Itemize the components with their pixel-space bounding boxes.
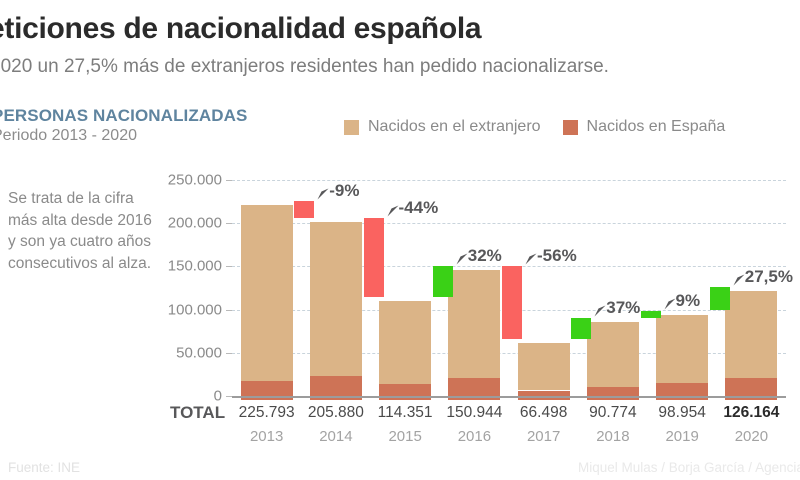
pct-change-label-2020: 27,5% (744, 266, 793, 286)
y-axis-tick-mark (226, 309, 232, 311)
page-subtitle: 2020 un 27,5% más de extranjeros residen… (0, 56, 609, 77)
delta-bar-2019-2020[interactable] (709, 286, 730, 311)
pct-change-label-2016: 32% (467, 245, 502, 265)
delta-bar-2016-2017[interactable] (502, 265, 522, 339)
bar-segment-spain-born (656, 382, 709, 400)
total-value-2013: 225.793 (238, 404, 295, 421)
bar-2019[interactable] (656, 314, 709, 400)
bar-segment-foreign-born (379, 301, 432, 384)
total-value-2020: 126.164 (723, 404, 780, 421)
total-value-2019: 98.954 (658, 404, 706, 421)
page-title: eticiones de nacionalidad española (0, 12, 482, 45)
annotation-arrow-icon (594, 305, 606, 317)
bar-segment-spain-born (379, 383, 432, 400)
y-axis-tick-mark (226, 223, 232, 225)
bar-2016[interactable] (448, 269, 501, 400)
year-label-2020: 2020 (734, 428, 769, 445)
annotation-arrow-icon (317, 188, 329, 200)
chart-heading-sub: Periodo 2013 - 2020 (0, 127, 137, 144)
chart-legend: Nacidos en el extranjero Nacidos en Espa… (344, 118, 725, 136)
year-label-2016: 2016 (457, 428, 492, 445)
year-label-2017: 2017 (526, 428, 561, 445)
pct-change-label-2017: -56% (537, 245, 577, 265)
annotation-arrow-icon (525, 253, 537, 265)
y-axis-tick-mark (226, 396, 232, 397)
year-label-2014: 2014 (319, 428, 353, 445)
bar-segment-foreign-born (448, 269, 501, 379)
year-label-2015: 2015 (388, 428, 422, 445)
bar-segment-spain-born (240, 381, 293, 400)
gridline (232, 180, 786, 181)
delta-bar-2015-2016[interactable] (432, 265, 453, 298)
bar-segment-foreign-born (656, 314, 709, 383)
bar-segment-spain-born (517, 390, 570, 400)
bar-segment-foreign-born (586, 321, 639, 388)
total-value-2015: 114.351 (377, 404, 433, 421)
delta-bar-2013-2014[interactable] (294, 200, 315, 219)
bar-2017[interactable] (517, 342, 570, 400)
total-value-2014: 205.880 (307, 404, 364, 421)
bar-segment-spain-born (586, 387, 639, 400)
bar-segment-foreign-born (240, 204, 293, 381)
year-label-2013: 2013 (249, 428, 284, 445)
y-axis-tick-mark (226, 266, 232, 268)
y-axis-tick-label: 150.000 (167, 257, 222, 275)
annotation-arrow-icon (664, 298, 675, 309)
footer-source: Fuente: INE (8, 460, 81, 475)
gridline (232, 223, 786, 225)
y-axis-tick-label: 50.000 (176, 344, 222, 362)
legend-label: Nacidos en el extranjero (368, 118, 541, 135)
pct-change-label-2015: -44% (398, 198, 439, 218)
bar-2018[interactable] (586, 321, 639, 400)
y-axis-tick-mark (226, 180, 232, 181)
delta-bar-2017-2018[interactable] (571, 317, 592, 339)
bar-2015[interactable] (379, 301, 432, 400)
chart-plot-area: 0 50.000 100.000 150.000 200.000 250.000 -9% -… (156, 172, 793, 405)
bar-2013[interactable] (240, 204, 293, 400)
y-axis-tick-label: 200.000 (167, 214, 222, 232)
gridline (232, 352, 786, 354)
year-label-2018: 2018 (596, 428, 630, 445)
total-value-2017: 66.498 (519, 404, 568, 421)
pct-change-label-2019: 9% (675, 290, 701, 310)
chart-heading: PERSONAS NACIONALIZADAS Periodo 2013 - 2… (0, 106, 247, 145)
pct-change-label-2018: 37% (606, 297, 641, 317)
totals-row: TOTAL 225.793 205.880 114.351 150.944 66.498… (156, 403, 786, 425)
legend-item-foreign-born: Nacidos en el extranjero (344, 118, 541, 136)
chart-bars: -9% -44% 32% -56% 37% 9% 27,5% (232, 180, 793, 400)
bar-segment-foreign-born (309, 222, 362, 376)
delta-bar-2014-2015[interactable] (363, 218, 384, 298)
delta-bar-2018-2019[interactable] (640, 310, 661, 318)
chart-heading-main: PERSONAS NACIONALIZADAS (0, 106, 248, 125)
total-value-2018: 90.774 (589, 404, 637, 421)
bar-2014[interactable] (309, 222, 362, 400)
y-axis: 0 50.000 100.000 150.000 200.000 250.000 (156, 172, 232, 405)
bar-segment-spain-born (309, 375, 362, 400)
bar-2020[interactable] (725, 291, 778, 400)
y-axis-tick-label: 250.000 (167, 171, 222, 189)
x-axis-baseline (232, 396, 786, 398)
total-value-2016: 150.944 (446, 404, 503, 421)
legend-swatch-icon (562, 119, 578, 135)
y-axis-tick-mark (226, 352, 232, 354)
footer-credit: Miquel Mulas / Borja García / Agencia (578, 460, 800, 475)
y-axis-tick-label: 100.000 (167, 301, 222, 319)
annotation-arrow-icon (387, 205, 398, 217)
years-row: 2013 2014 2015 2016 2017 2018 2019 2020 (156, 428, 786, 450)
totals-label: TOTAL (170, 403, 226, 422)
annotation-arrow-icon (733, 274, 745, 286)
bar-segment-foreign-born (517, 342, 570, 391)
annotation-arrow-icon (456, 253, 468, 265)
pct-change-label-2014: -9% (329, 180, 360, 200)
bar-segment-foreign-born (725, 291, 778, 379)
bar-segment-spain-born (448, 378, 501, 400)
side-annotation-text: Se trata de la cifra más alta desde 2016… (8, 190, 152, 272)
legend-item-spain-born: Nacidos en España (562, 118, 726, 136)
bar-segment-spain-born (725, 378, 778, 400)
year-label-2019: 2019 (665, 428, 699, 445)
y-axis-tick-label: 0 (213, 387, 222, 405)
legend-swatch-icon (344, 119, 359, 135)
legend-label: Nacidos en España (586, 118, 726, 135)
